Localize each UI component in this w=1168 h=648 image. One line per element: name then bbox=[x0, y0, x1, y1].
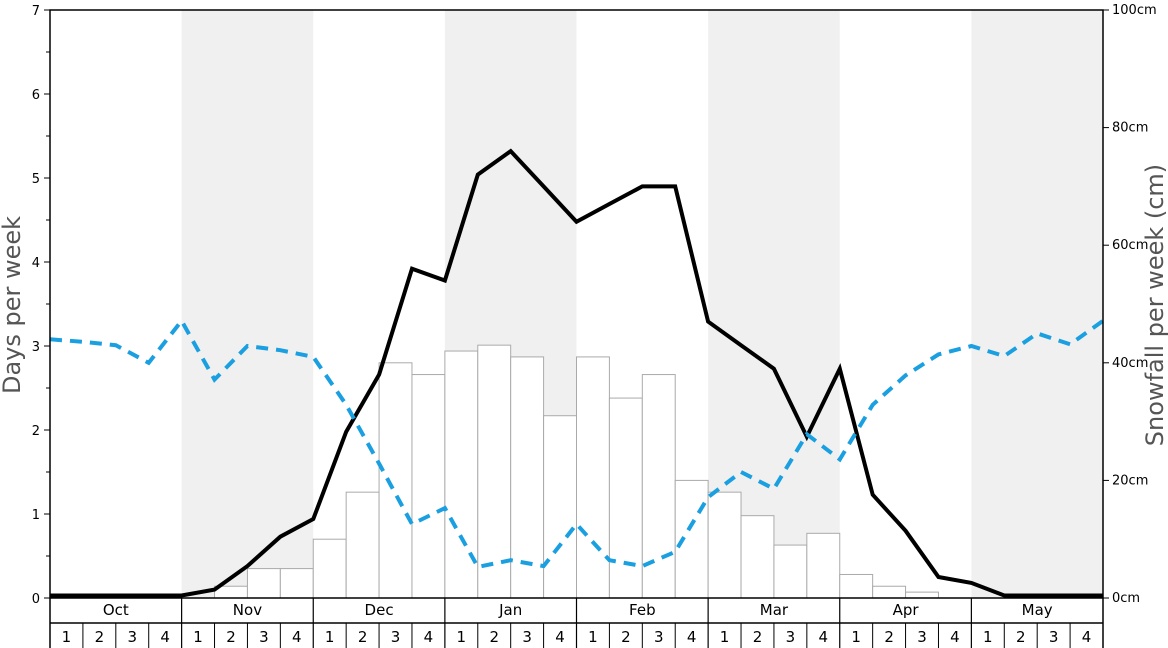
week-label: 1 bbox=[457, 628, 467, 646]
week-label: 2 bbox=[489, 628, 499, 646]
left-y-axis: 0 1 2 3 4 5 6 7 bbox=[32, 4, 50, 607]
snowfall-bar bbox=[707, 491, 742, 599]
week-label: 4 bbox=[292, 628, 302, 646]
snowfall-bar bbox=[246, 568, 281, 599]
week-label: 2 bbox=[884, 628, 894, 646]
snowfall-bar bbox=[510, 356, 545, 599]
month-label-mar: Mar bbox=[760, 601, 789, 619]
week-label: 4 bbox=[555, 628, 565, 646]
week-label: 3 bbox=[786, 628, 796, 646]
week-label: 4 bbox=[424, 628, 434, 646]
snowfall-bar bbox=[543, 415, 577, 599]
week-label: 3 bbox=[259, 628, 269, 646]
month-label-dec: Dec bbox=[365, 601, 394, 619]
right-axis-title: Snowfall per week (cm) bbox=[1141, 164, 1168, 446]
snowfall-bars bbox=[214, 344, 939, 599]
month-label-nov: Nov bbox=[233, 601, 262, 619]
week-label: 3 bbox=[654, 628, 664, 646]
week-label: 4 bbox=[1082, 628, 1092, 646]
week-label: 3 bbox=[1049, 628, 1059, 646]
week-label: 1 bbox=[851, 628, 861, 646]
week-label: 4 bbox=[819, 628, 829, 646]
month-shading bbox=[181, 10, 1103, 598]
month-label-apr: Apr bbox=[893, 601, 920, 619]
left-axis-title: Days per week bbox=[0, 216, 26, 394]
month-label-may: May bbox=[1022, 601, 1053, 619]
week-label: 3 bbox=[391, 628, 401, 646]
week-label: 1 bbox=[193, 628, 203, 646]
right-tick-label: 0cm bbox=[1112, 591, 1140, 606]
week-label: 1 bbox=[983, 628, 993, 646]
week-label: 3 bbox=[917, 628, 927, 646]
month-label-feb: Feb bbox=[629, 601, 656, 619]
snowfall-bar bbox=[576, 356, 610, 599]
right-tick-label: 20cm bbox=[1112, 473, 1148, 488]
left-tick-label: 4 bbox=[32, 256, 40, 271]
snowfall-bar bbox=[773, 544, 808, 599]
snowfall-bar bbox=[839, 573, 874, 599]
snowfall-bar bbox=[345, 491, 380, 599]
snowfall-bar bbox=[378, 362, 413, 599]
left-tick-label: 0 bbox=[32, 592, 40, 607]
left-tick-label: 6 bbox=[32, 88, 40, 103]
month-label-oct: Oct bbox=[103, 601, 129, 619]
right-y-axis: 0cm 20cm 40cm 60cm 80cm 100cm bbox=[1103, 3, 1157, 606]
right-tick-label: 80cm bbox=[1112, 121, 1148, 136]
month-label-jan: Jan bbox=[498, 601, 522, 619]
snowfall-bar bbox=[411, 374, 446, 599]
x-axis-months-weeks: Oct 1 2 3 4 Nov 1 2 3 4 Dec 1 2 3 4 Jan 1 2 3 4 Feb 1 2 3 4 Mar 1 2… bbox=[49, 598, 1104, 648]
snowfall-bar bbox=[312, 538, 347, 599]
right-tick-label: 40cm bbox=[1112, 356, 1148, 371]
left-tick-label: 2 bbox=[32, 424, 40, 439]
snowfall-bar bbox=[674, 479, 709, 599]
shade-may bbox=[971, 10, 1103, 598]
week-label: 2 bbox=[358, 628, 368, 646]
left-tick-label: 5 bbox=[32, 172, 40, 187]
week-label: 1 bbox=[325, 628, 335, 646]
snowfall-bar bbox=[806, 532, 841, 599]
week-label: 1 bbox=[720, 628, 730, 646]
week-label: 2 bbox=[95, 628, 105, 646]
week-label: 4 bbox=[687, 628, 697, 646]
week-label: 2 bbox=[621, 628, 631, 646]
snowfall-bar bbox=[641, 374, 676, 599]
week-label: 1 bbox=[588, 628, 598, 646]
snowfall-bar bbox=[872, 585, 907, 599]
week-label: 1 bbox=[62, 628, 72, 646]
week-label: 3 bbox=[522, 628, 532, 646]
solid-series-line bbox=[50, 148, 1103, 598]
week-label: 2 bbox=[753, 628, 763, 646]
snowfall-bar bbox=[740, 515, 775, 599]
right-tick-label: 100cm bbox=[1112, 3, 1157, 18]
week-label: 4 bbox=[950, 628, 960, 646]
day-lines bbox=[49, 148, 1105, 598]
snowfall-bar bbox=[608, 397, 643, 599]
shade-nov bbox=[181, 10, 314, 598]
right-tick-label: 60cm bbox=[1112, 238, 1148, 253]
left-tick-label: 1 bbox=[32, 508, 40, 523]
left-tick-label: 3 bbox=[32, 340, 40, 355]
week-label: 2 bbox=[226, 628, 236, 646]
week-label: 4 bbox=[160, 628, 170, 646]
week-label: 3 bbox=[127, 628, 137, 646]
snowfall-bar bbox=[279, 568, 314, 599]
snowfall-bar bbox=[905, 591, 939, 599]
week-label: 2 bbox=[1016, 628, 1026, 646]
left-tick-label: 7 bbox=[32, 4, 40, 19]
